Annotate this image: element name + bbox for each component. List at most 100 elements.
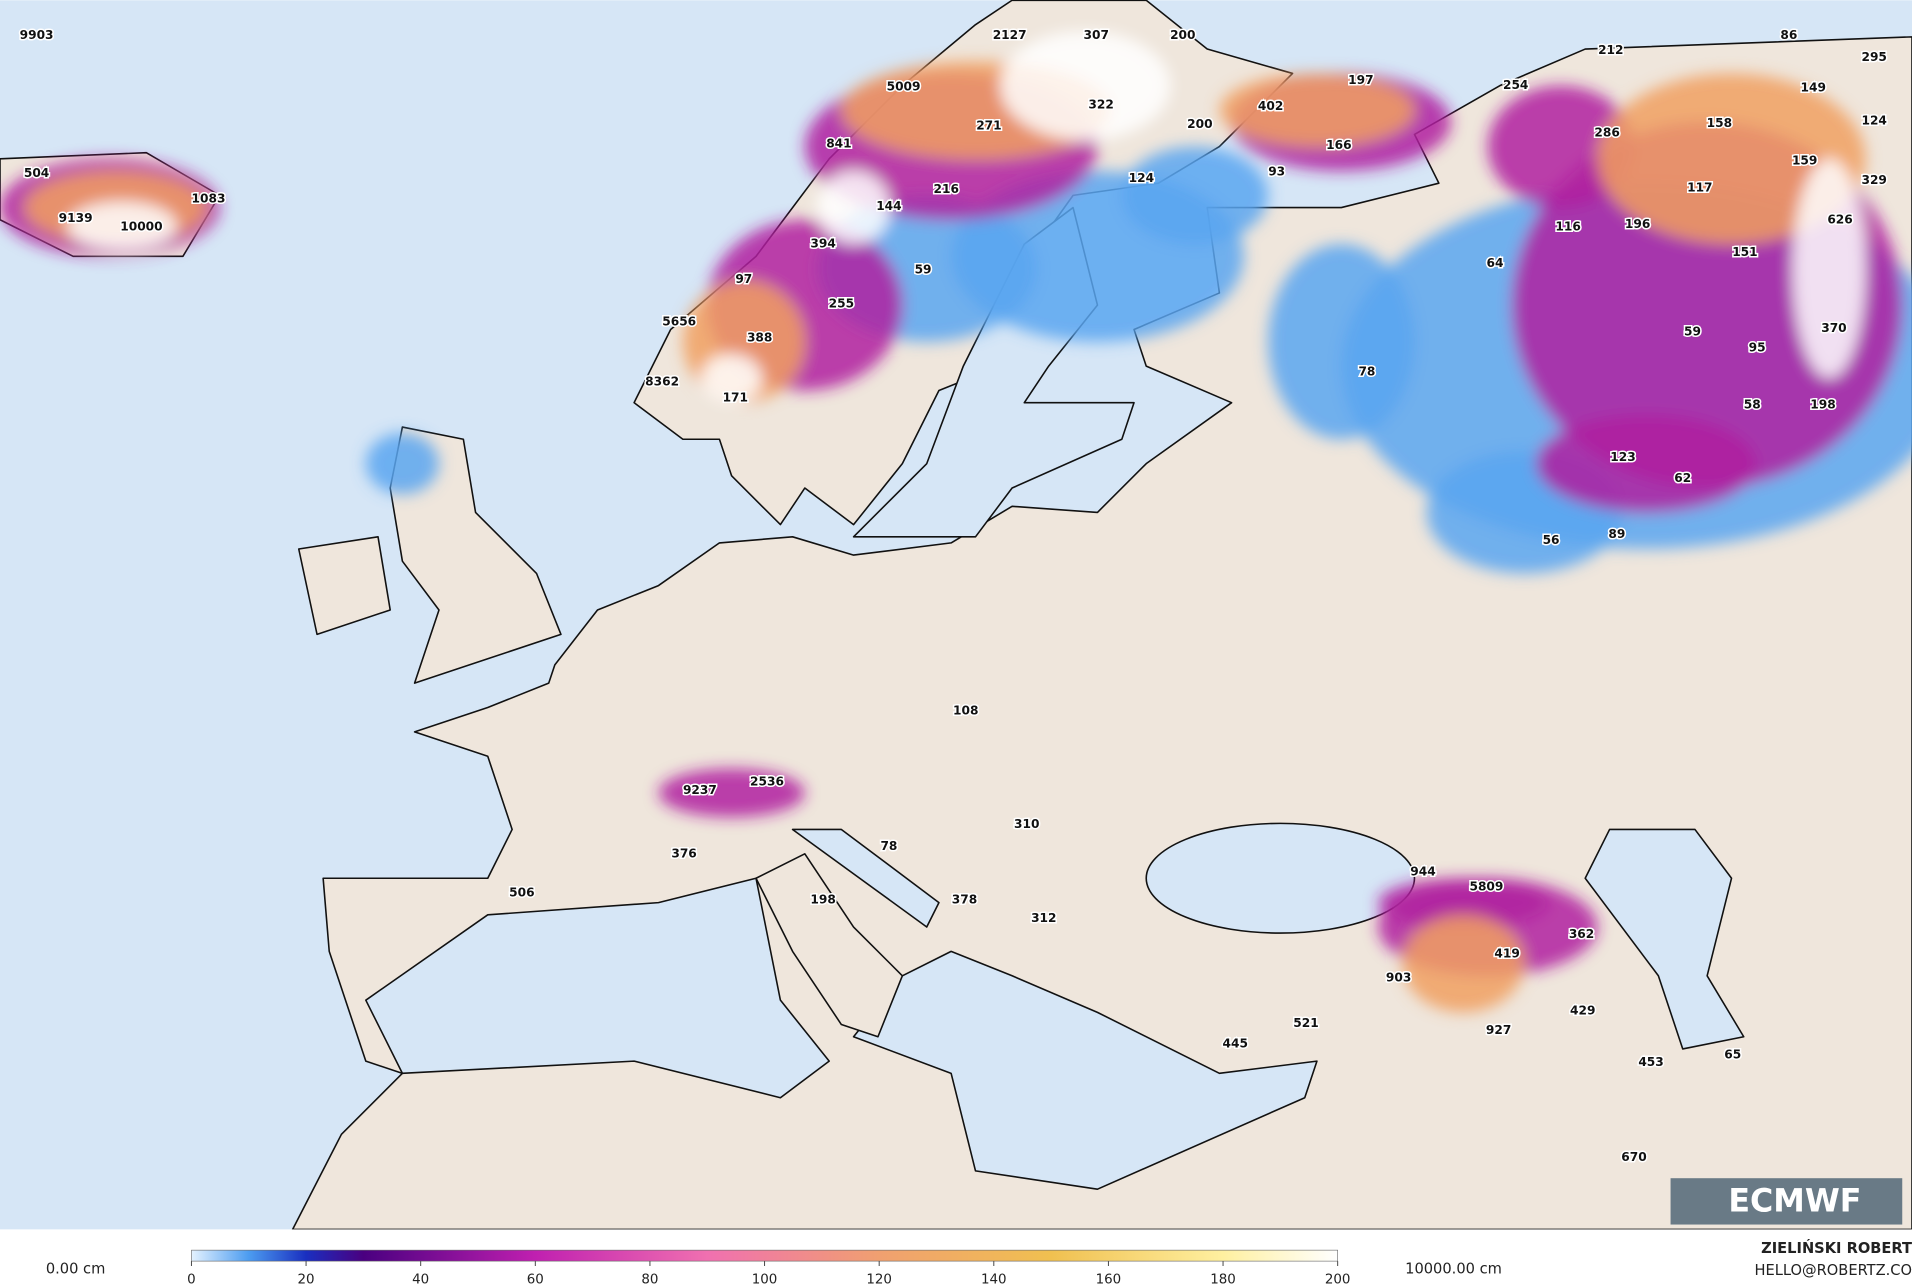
point-label: 312: [1031, 911, 1056, 925]
point-label: 56: [1543, 533, 1560, 547]
point-label: 927: [1486, 1023, 1511, 1037]
colorbar-max: 10000.00 cm: [1405, 1261, 1502, 1278]
point-label: 445: [1223, 1037, 1248, 1051]
point-label: 117: [1687, 181, 1712, 195]
colorbar-min: 0.00 cm: [46, 1261, 106, 1278]
point-label: 78: [880, 839, 897, 853]
colorbar-tick-label: 140: [981, 1272, 1007, 1287]
point-label: 65: [1724, 1048, 1741, 1062]
point-label: 9139: [59, 211, 93, 225]
point-label: 200: [1170, 28, 1195, 42]
point-label: 171: [723, 390, 748, 404]
snow-patch: [365, 433, 439, 495]
snow-patch: [999, 30, 1171, 141]
point-label: 58: [1744, 398, 1761, 412]
point-label: 670: [1621, 1150, 1646, 1164]
point-label: 158: [1707, 116, 1732, 130]
point-label: 59: [1684, 324, 1701, 338]
point-label: 78: [1358, 365, 1375, 379]
point-label: 2127: [993, 28, 1027, 42]
point-label: 86: [1780, 28, 1797, 42]
snow-cover: [0, 30, 1912, 1013]
point-label: 124: [1129, 171, 1154, 185]
logo: ECMWF: [1670, 1178, 1903, 1225]
point-label: 212: [1598, 43, 1623, 57]
point-label: 59: [915, 262, 932, 276]
point-label: 5809: [1469, 879, 1503, 893]
point-label: 329: [1861, 173, 1886, 187]
point-label: 93: [1268, 165, 1285, 179]
snow-patch: [67, 201, 177, 251]
point-label: 89: [1608, 527, 1625, 541]
point-label: 144: [876, 199, 901, 213]
point-label: 419: [1494, 946, 1519, 960]
point-label: 197: [1348, 73, 1373, 87]
point-label: 254: [1503, 78, 1528, 92]
point-label: 9237: [683, 783, 717, 797]
point-label: 378: [952, 893, 977, 907]
point-label: 149: [1801, 81, 1826, 95]
snow-patch: [1377, 878, 1549, 928]
point-label: 10000: [120, 220, 162, 234]
point-label: 841: [826, 137, 851, 151]
colorbar-tick-label: 200: [1325, 1272, 1351, 1287]
colorbar: [191, 1249, 1338, 1262]
point-label: 9903: [20, 28, 54, 42]
point-label: 198: [810, 893, 835, 907]
point-label: 64: [1486, 256, 1503, 270]
point-label: 97: [735, 272, 752, 286]
snow-patch: [1121, 146, 1269, 245]
point-label: 376: [671, 846, 696, 860]
point-label: 362: [1569, 927, 1594, 941]
colorbar-tick-label: 100: [752, 1272, 778, 1287]
colorbar-tick-label: 80: [641, 1272, 658, 1287]
point-label: 62: [1674, 471, 1691, 485]
point-label: 370: [1821, 321, 1846, 335]
credit-name: ZIELIŃSKI ROBERT: [1761, 1239, 1912, 1257]
point-label: 116: [1555, 220, 1580, 234]
colorbar-tick-label: 0: [187, 1272, 196, 1287]
point-label: 394: [810, 237, 835, 251]
point-label: 295: [1861, 50, 1886, 64]
point-label: 402: [1258, 99, 1283, 113]
colorbar-ticks: 0 20 40 60 80 100 120 140 160 180 200: [187, 1261, 1350, 1287]
point-label: 166: [1326, 138, 1351, 152]
point-label: 5656: [662, 315, 696, 329]
point-label: 159: [1792, 154, 1817, 168]
snow-patch: [1597, 73, 1866, 245]
point-label: 151: [1732, 245, 1757, 259]
point-label: 200: [1187, 117, 1212, 131]
point-label: 504: [24, 166, 49, 180]
point-label: 506: [509, 885, 534, 899]
point-labels: 9903 2127 307 200 212 86 295 504 1083 9139 10000 50…: [18, 27, 1888, 1166]
colorbar-tick-label: 180: [1210, 1272, 1236, 1287]
point-label: 216: [934, 182, 959, 196]
colorbar-tick-label: 160: [1096, 1272, 1122, 1287]
point-label: 903: [1386, 971, 1411, 985]
colorbar-tick-label: 20: [298, 1272, 315, 1287]
point-label: 95: [1749, 340, 1766, 354]
point-label: 388: [747, 331, 772, 345]
point-label: 123: [1610, 450, 1635, 464]
point-label: 626: [1827, 212, 1852, 226]
point-label: 286: [1594, 126, 1619, 140]
point-label: 429: [1570, 1004, 1595, 1018]
point-label: 453: [1638, 1055, 1663, 1069]
point-label: 124: [1861, 113, 1886, 127]
point-label: 5009: [887, 79, 921, 93]
point-label: 322: [1088, 98, 1113, 112]
point-label: 1083: [192, 192, 226, 206]
point-label: 310: [1014, 817, 1039, 831]
point-label: 8362: [645, 374, 679, 388]
snow-patch: [1219, 73, 1415, 147]
colorbar-tick-label: 40: [412, 1272, 429, 1287]
point-label: 255: [829, 296, 854, 310]
snow-patch: [1268, 244, 1415, 440]
point-label: 198: [1810, 398, 1835, 412]
logo-text: ECMWF: [1728, 1184, 1861, 1220]
colorbar-tick-label: 120: [866, 1272, 892, 1287]
point-label: 521: [1293, 1016, 1318, 1030]
snow-patch: [1792, 158, 1866, 379]
point-label: 2536: [750, 774, 784, 788]
snow-patch: [1536, 414, 1756, 513]
